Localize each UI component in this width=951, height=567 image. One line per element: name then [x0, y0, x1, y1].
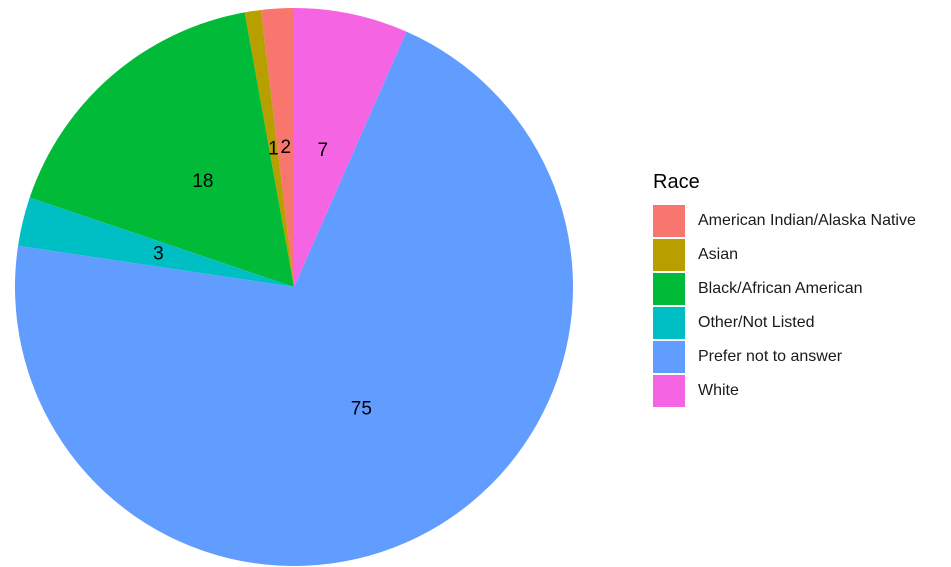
legend-swatch — [653, 375, 685, 407]
data-label-black-african-american: 18 — [192, 171, 213, 192]
legend-label: American Indian/Alaska Native — [698, 212, 916, 229]
legend-item-black-african-american: Black/African American — [653, 272, 943, 306]
legend-item-american-indian-alaska-native: American Indian/Alaska Native — [653, 204, 943, 238]
data-label-prefer-not-to-answer: 75 — [351, 399, 372, 420]
pie-slice-asian — [244, 9, 294, 288]
pie-slice-prefer-not-to-answer — [15, 31, 574, 566]
legend-label: Prefer not to answer — [698, 348, 843, 365]
legend-label: Other/Not Listed — [698, 314, 815, 331]
legend-item-other-not-listed: Other/Not Listed — [653, 306, 943, 340]
data-label-other-not-listed: 3 — [153, 244, 164, 265]
legend-item-prefer-not-to-answer: Prefer not to answer — [653, 340, 943, 374]
pie-chart: 21 18 3 75 7 — [15, 7, 574, 566]
pie-slice-other-not-listed — [18, 197, 295, 287]
legend-swatch — [653, 205, 685, 237]
legend-swatch — [653, 239, 685, 271]
data-label-american-indian-alaska-native: 2 — [280, 137, 291, 158]
legend-swatch — [653, 307, 685, 339]
legend-label: White — [698, 382, 739, 399]
pie-slice-white — [294, 7, 407, 287]
legend-swatch — [653, 341, 685, 373]
legend-item-white: White — [653, 374, 943, 408]
legend-swatch — [653, 273, 685, 305]
pie-slice-american-indian-alaska-native — [261, 8, 294, 287]
legend-label: Black/African American — [698, 280, 863, 297]
data-label-white: 7 — [317, 140, 328, 161]
legend: Race American Indian/Alaska Native Asian B… — [653, 169, 943, 408]
pie-slice-black-african-american — [29, 12, 294, 288]
legend-label: Asian — [698, 246, 739, 263]
legend-title: Race — [653, 171, 700, 193]
legend-item-asian: Asian — [653, 238, 943, 272]
data-label-asian: 1 — [268, 139, 279, 160]
